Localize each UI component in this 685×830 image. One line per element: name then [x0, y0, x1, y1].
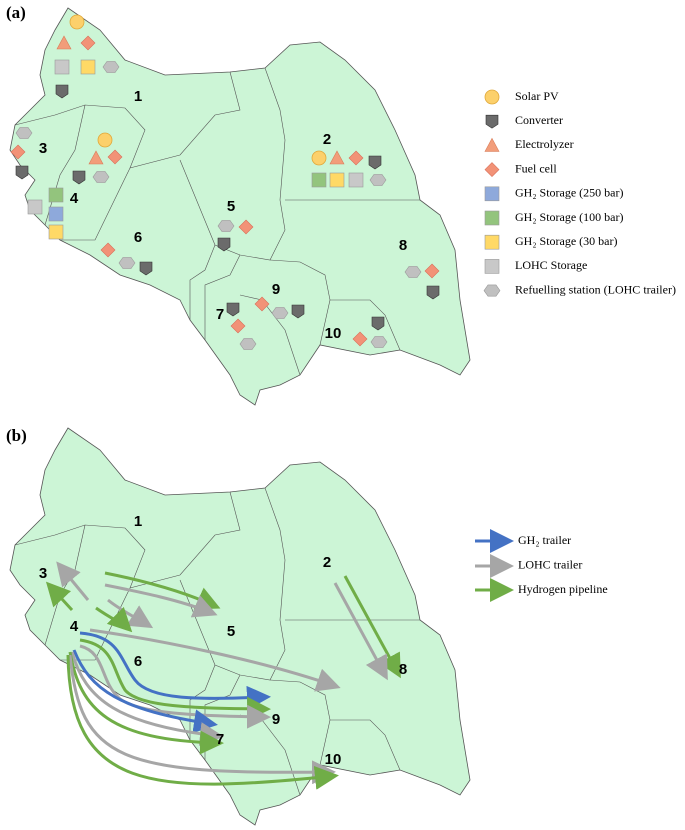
region-label: 8 — [399, 237, 407, 254]
refuelling-icon — [483, 284, 501, 297]
fuel-cell-icon — [107, 149, 123, 165]
region-label: 6 — [134, 229, 142, 246]
solar-icon — [311, 150, 327, 166]
legend-text: Converter — [515, 113, 563, 127]
map-b — [9, 427, 471, 826]
storage-icon — [484, 234, 500, 250]
solar-icon — [69, 14, 85, 30]
storage-icon — [48, 224, 64, 240]
legend-text: GH₂ trailer — [518, 533, 571, 547]
region-label: 1 — [134, 513, 142, 530]
electrolyzer-icon — [88, 150, 104, 165]
solar-icon — [484, 89, 500, 105]
fuel-cell-icon — [424, 263, 440, 279]
region-label: 6 — [134, 653, 142, 670]
region-label: 10 — [325, 325, 342, 342]
fuel-cell-icon — [100, 242, 116, 258]
electrolyzer-icon — [56, 35, 72, 50]
legend-text: Fuel cell — [515, 161, 557, 175]
storage-icon — [311, 172, 327, 188]
region-label: 10 — [325, 751, 342, 768]
storage-icon — [484, 210, 500, 226]
region-label: 4 — [70, 618, 79, 635]
refuelling-icon — [92, 171, 110, 183]
legend-text: GH₂ Storage (30 bar) — [515, 234, 618, 248]
region-label: 8 — [399, 661, 407, 678]
legend-text: Refuelling station (LOHC trailer) — [515, 282, 676, 296]
refuelling-icon — [370, 336, 388, 348]
legend-text: GH₂ Storage (100 bar) — [515, 210, 624, 224]
refuelling-icon — [15, 127, 33, 139]
refuelling-icon — [102, 61, 120, 73]
converter-icon — [291, 304, 305, 319]
fuel-cell-icon — [484, 162, 500, 178]
legend-text: LOHC Storage — [515, 258, 587, 272]
converter-icon — [371, 316, 385, 331]
storage-icon — [80, 59, 96, 75]
storage-icon — [484, 259, 500, 274]
refuelling-icon — [239, 338, 257, 350]
region-label: 7 — [216, 731, 224, 748]
converter-icon — [226, 302, 240, 317]
panel-label: (a) — [6, 3, 26, 22]
fuel-cell-icon — [348, 150, 364, 166]
storage-icon — [348, 172, 364, 188]
fuel-cell-icon — [80, 35, 96, 51]
converter-icon — [15, 165, 29, 180]
legend-text: Solar PV — [515, 89, 559, 103]
flows — [45, 529, 514, 790]
converter-icon — [426, 285, 440, 300]
converter-icon — [485, 114, 499, 129]
region-label: 2 — [323, 131, 331, 148]
storage-icon — [48, 187, 64, 203]
fuel-cell-icon — [254, 296, 270, 312]
storage-icon — [27, 199, 43, 215]
converter-icon — [368, 155, 382, 170]
panel-label: (b) — [6, 426, 27, 445]
refuelling-icon — [217, 220, 235, 232]
refuelling-icon — [271, 307, 289, 319]
region-label: 7 — [216, 306, 224, 323]
region-label: 2 — [323, 554, 331, 571]
region-label: 5 — [227, 198, 235, 215]
refuelling-icon — [404, 266, 422, 278]
converter-icon — [55, 84, 69, 99]
fuel-cell-icon — [230, 318, 246, 334]
region-label: 9 — [272, 281, 280, 298]
region-label: 1 — [134, 88, 142, 105]
region-label: 3 — [39, 140, 47, 157]
region-label: 3 — [39, 565, 47, 582]
legend-text: LOHC trailer — [518, 557, 582, 571]
fuel-cell-icon — [238, 219, 254, 235]
converter-icon — [139, 261, 153, 276]
solar-icon — [97, 132, 113, 148]
legend-text: Electrolyzer — [515, 137, 574, 151]
refuelling-icon — [118, 257, 136, 269]
storage-icon — [484, 186, 500, 202]
electrolyzer-icon — [329, 150, 345, 165]
refuelling-icon — [369, 174, 387, 186]
storage-icon — [54, 59, 70, 75]
fuel-cell-icon — [352, 331, 368, 347]
converter-icon — [217, 237, 231, 252]
region-label: 4 — [70, 190, 79, 207]
legend-text: GH₂ Storage (250 bar) — [515, 186, 624, 200]
legend-text: Hydrogen pipeline — [518, 582, 608, 596]
map-a — [9, 7, 471, 406]
region-label: 5 — [227, 623, 235, 640]
storage-icon — [329, 172, 345, 188]
fuel-cell-icon — [10, 144, 26, 160]
region-label: 9 — [272, 711, 280, 728]
converter-icon — [72, 170, 86, 185]
storage-icon — [48, 206, 64, 222]
electrolyzer-icon — [484, 137, 500, 152]
